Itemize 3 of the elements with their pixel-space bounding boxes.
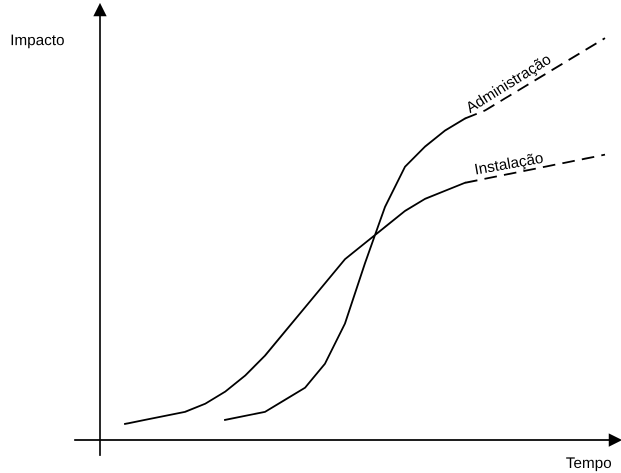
text: Instalação (474, 152, 544, 178)
y-axis-title: Impacto (12, 34, 64, 48)
x-axis-title: Tempo (566, 457, 612, 472)
